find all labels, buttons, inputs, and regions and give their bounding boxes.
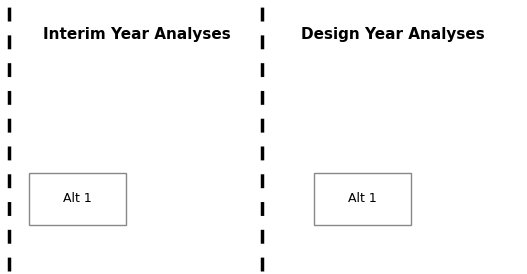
Text: Alt 1: Alt 1 [63,192,92,205]
Text: Design Year Analyses: Design Year Analyses [301,27,484,42]
Text: Alt 1: Alt 1 [348,192,377,205]
Text: Interim Year Analyses: Interim Year Analyses [43,27,231,42]
Bar [29,173,126,225]
Bar [314,173,411,225]
